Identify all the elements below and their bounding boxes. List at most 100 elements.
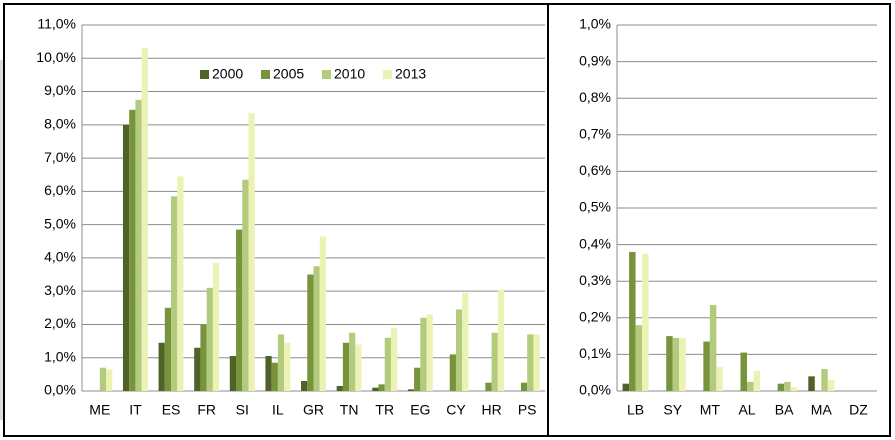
bar [455,309,463,391]
x-tick-label: TN [340,402,359,418]
bar [740,352,747,391]
bar [99,367,107,391]
y-tick-label: 0,2% [579,309,611,325]
bar [177,176,184,391]
bar [426,314,433,391]
y-tick-label: 10,0% [36,49,76,65]
bar [200,324,207,391]
y-tick-label: 1,0% [44,348,76,364]
bar [672,337,680,391]
bar [271,362,278,391]
bar [790,387,798,391]
bar [784,381,791,391]
bar [129,109,136,391]
bar [533,334,540,391]
x-tick-label: LB [627,402,644,418]
bar [753,370,760,391]
y-tick-label: 0,5% [579,199,611,215]
bar [666,336,673,391]
x-tick-label: IL [272,402,284,418]
y-tick-label: 0,8% [579,89,611,105]
bar [384,337,391,391]
bar [414,367,421,391]
y-tick-label: 11,0% [37,16,76,32]
bar [313,266,320,391]
bar [378,384,385,391]
bar [229,356,237,391]
x-tick-label: EG [410,402,430,418]
bar [420,317,427,391]
bar [236,229,243,391]
y-tick-label: 0,3% [579,272,611,288]
bar [122,124,130,392]
bar [284,342,291,391]
x-tick-label: FR [197,402,216,418]
bar [242,179,249,391]
legend-swatch [383,70,392,79]
x-tick-label: GR [303,402,324,418]
bar [629,251,636,391]
y-tick-label: 0,4% [579,235,611,251]
bar [622,383,630,391]
y-tick-label: 3,0% [44,282,76,298]
bar [336,386,343,391]
right-panel [547,3,891,437]
x-tick-label: MA [811,402,833,418]
bar [164,307,172,391]
y-tick-label: 0,0% [44,382,76,398]
x-tick-label: SY [663,402,682,418]
y-tick-label: 1,0% [579,16,611,32]
bar [827,380,835,391]
bar [407,389,415,391]
y-tick-label: 8,0% [44,116,76,132]
bar [485,382,492,391]
bar [821,369,828,391]
bar [171,196,178,391]
bar [206,287,213,391]
y-tick-label: 0,7% [579,126,611,142]
legend-swatch [200,70,209,79]
bar [212,262,220,391]
x-tick-label: DZ [849,402,868,418]
bar [307,274,314,391]
bar [390,327,398,391]
bar [679,337,686,391]
bar [355,344,362,391]
bar [449,354,456,391]
y-tick-label: 4,0% [44,249,76,265]
y-tick-label: 7,0% [44,149,76,165]
x-tick-label: HR [481,402,501,418]
y-tick-label: 2,0% [44,315,76,331]
legend-label: 2000 [212,66,243,82]
bar [277,334,285,391]
x-tick-label: PS [518,402,537,418]
bar [520,382,528,391]
legend-label: 2005 [273,66,304,82]
y-tick-label: 9,0% [44,82,76,98]
legend-label: 2013 [395,66,426,82]
bar [527,334,534,391]
x-tick-label: SI [236,402,249,418]
bar [265,356,272,391]
bar [301,381,308,391]
bar [808,376,815,391]
x-tick-label: AL [738,402,755,418]
x-tick-label: BA [775,402,794,418]
y-tick-label: 0,6% [579,162,611,178]
bar [135,99,142,391]
bar [716,367,723,391]
bar [106,369,113,391]
x-tick-label: CY [446,402,466,418]
y-tick-label: 0,1% [579,345,611,361]
bar [248,113,255,391]
legend-label: 2010 [334,66,365,82]
x-tick-label: IT [129,402,142,418]
bar [491,332,498,391]
y-tick-label: 0,9% [579,52,611,68]
y-tick-label: 0,0% [579,382,611,398]
x-tick-label: ME [89,402,110,418]
bar [342,342,350,391]
x-tick-label: ES [162,402,181,418]
legend-swatch [322,70,331,79]
